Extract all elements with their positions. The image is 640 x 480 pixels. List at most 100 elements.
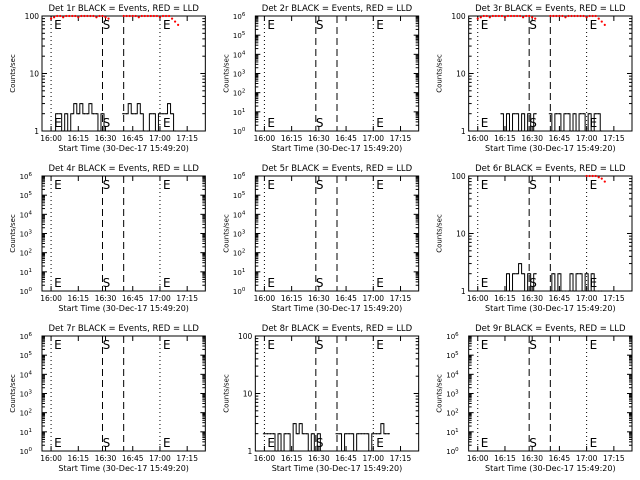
lld-point bbox=[597, 176, 600, 179]
marker-label-bottom: E bbox=[267, 276, 275, 290]
lld-point bbox=[71, 14, 74, 18]
lld-point bbox=[585, 16, 588, 19]
y-tick-label: 104 bbox=[233, 50, 246, 59]
marker-label-bottom: E bbox=[376, 436, 384, 450]
events-point bbox=[583, 113, 585, 115]
y-tick-label: 1 bbox=[461, 127, 466, 136]
x-tick-label: 16:30 bbox=[95, 454, 117, 463]
marker-label-top: E bbox=[54, 338, 62, 352]
x-tick-label: 16:15 bbox=[67, 454, 89, 463]
events-point bbox=[522, 273, 524, 275]
events-point bbox=[381, 422, 383, 425]
marker-label-bottom: S bbox=[316, 436, 324, 450]
y-tick-label: 102 bbox=[20, 409, 32, 418]
x-tick-label: 16:00 bbox=[467, 294, 489, 303]
marker-label-bottom: E bbox=[163, 276, 171, 290]
lld-point bbox=[80, 14, 83, 18]
marker-label-bottom: S bbox=[316, 276, 324, 290]
y-tick-label: 104 bbox=[20, 370, 33, 379]
events-point bbox=[132, 113, 134, 115]
events-point bbox=[369, 450, 371, 452]
panel-5: Det 5r BLACK = Events, RED = LLD10010110… bbox=[222, 164, 420, 313]
events-point bbox=[363, 433, 365, 435]
y-tick-label: 10 bbox=[456, 70, 466, 79]
lld-point bbox=[170, 17, 174, 20]
lld-point bbox=[128, 14, 131, 18]
lld-point bbox=[558, 14, 561, 18]
marker-label-bottom: E bbox=[163, 436, 171, 450]
x-tick-label: 17:15 bbox=[603, 294, 625, 303]
marker-label-bottom: E bbox=[376, 116, 384, 130]
x-tick-label: 16:30 bbox=[95, 134, 117, 143]
y-tick-label: 100 bbox=[25, 12, 40, 21]
y-tick-label: 1 bbox=[34, 127, 39, 136]
events-point bbox=[291, 450, 293, 452]
y-tick-label: 105 bbox=[20, 191, 33, 200]
lld-point bbox=[479, 16, 482, 19]
events-point bbox=[570, 273, 573, 275]
events-point bbox=[275, 450, 278, 452]
lld-point bbox=[509, 14, 513, 18]
y-tick-label: 100 bbox=[233, 127, 246, 136]
events-point bbox=[92, 113, 95, 115]
y-axis-label: Counts/sec bbox=[9, 374, 17, 413]
lld-point bbox=[594, 14, 597, 18]
lld-point bbox=[549, 14, 552, 18]
events-point bbox=[89, 102, 91, 105]
marker-label-top: E bbox=[481, 178, 489, 192]
lld-point bbox=[585, 174, 588, 178]
lld-point bbox=[552, 14, 555, 18]
lld-point bbox=[59, 14, 62, 18]
marker-label-bottom: E bbox=[267, 116, 275, 130]
y-tick-exponent: 1 bbox=[455, 428, 459, 434]
events-point bbox=[552, 273, 554, 275]
marker-label-bottom: S bbox=[529, 116, 537, 130]
y-tick-exponent: 5 bbox=[242, 31, 246, 37]
events-point bbox=[83, 113, 85, 115]
marker-label-bottom: E bbox=[481, 276, 489, 290]
lld-point bbox=[588, 14, 591, 18]
lld-point bbox=[597, 17, 600, 20]
y-tick-label: 103 bbox=[233, 230, 246, 239]
y-tick-exponent: 5 bbox=[29, 191, 33, 197]
marker-label-bottom: E bbox=[54, 116, 62, 130]
y-tick-exponent: 4 bbox=[242, 50, 246, 56]
events-point bbox=[561, 130, 564, 132]
lld-point bbox=[62, 16, 65, 19]
y-tick-exponent: 5 bbox=[29, 351, 33, 357]
lld-point bbox=[518, 14, 522, 18]
events-point bbox=[165, 113, 167, 115]
events-point bbox=[378, 433, 380, 435]
panel-7: Det 7r BLACK = Events, RED = LLD10010110… bbox=[9, 324, 206, 473]
lld-point bbox=[482, 14, 485, 18]
events-point bbox=[288, 433, 290, 435]
panel-title: Det 5r BLACK = Events, RED = LLD bbox=[262, 164, 413, 174]
lld-point bbox=[567, 14, 570, 18]
marker-label-top: S bbox=[529, 338, 537, 352]
y-tick-label: 104 bbox=[446, 370, 459, 379]
x-tick-label: 16:00 bbox=[254, 454, 276, 463]
events-point bbox=[263, 433, 266, 435]
lld-point bbox=[591, 14, 594, 18]
events-point bbox=[576, 130, 579, 132]
y-tick-exponent: 0 bbox=[242, 127, 246, 133]
lld-point bbox=[506, 14, 510, 18]
y-tick-exponent: 5 bbox=[455, 351, 459, 357]
events-point bbox=[297, 433, 299, 435]
marker-label-top: E bbox=[590, 18, 598, 32]
x-axis-label: Start Time (30-Dec-17 15:49:20) bbox=[58, 304, 189, 313]
events-series-line bbox=[503, 263, 604, 292]
y-tick-exponent: 6 bbox=[455, 332, 459, 338]
lld-point bbox=[134, 14, 137, 18]
marker-label-top: S bbox=[103, 178, 111, 192]
marker-label-top: E bbox=[376, 18, 384, 32]
panel-3: Det 3r BLACK = Events, RED = LLD 1 10 100 16… bbox=[436, 4, 633, 153]
events-point bbox=[129, 102, 131, 105]
x-tick-label: 17:15 bbox=[390, 134, 412, 143]
x-tick-label: 16:00 bbox=[467, 134, 489, 143]
events-point bbox=[345, 433, 347, 435]
events-point bbox=[101, 113, 104, 115]
events-point bbox=[354, 450, 356, 452]
marker-label-top: E bbox=[376, 338, 384, 352]
lld-point bbox=[104, 16, 107, 19]
